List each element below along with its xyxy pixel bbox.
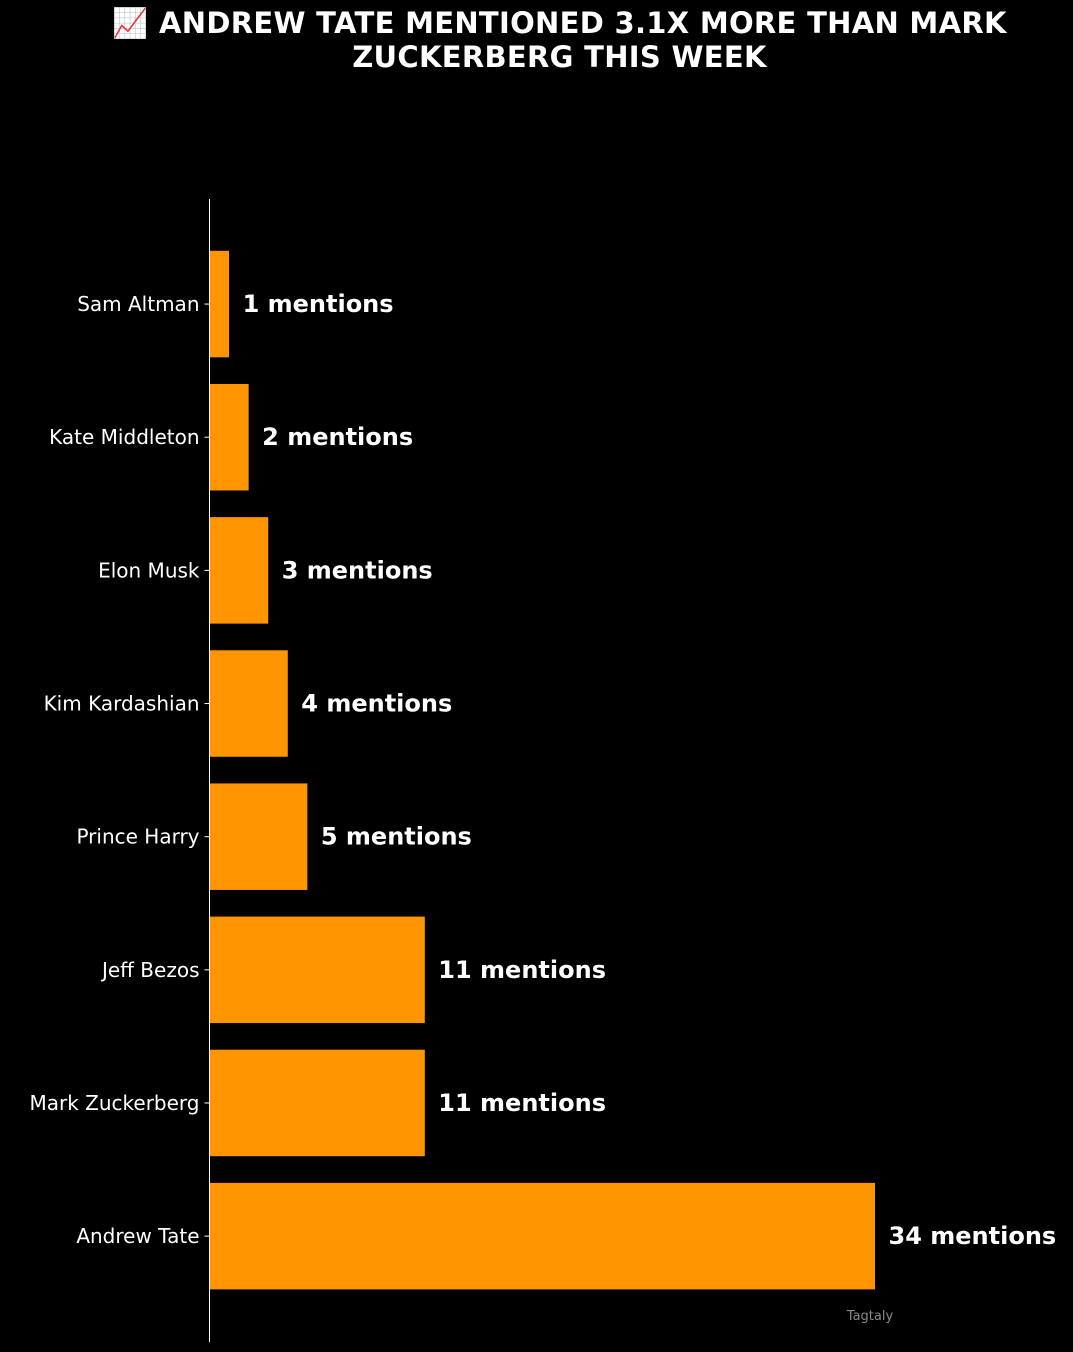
category-label: Andrew Tate [76,1224,199,1248]
category-label: Prince Harry [76,825,199,849]
category-label: Jeff Bezos [100,958,200,982]
value-label: 11 mentions [438,956,606,984]
value-label: 3 mentions [282,556,433,584]
bar-4 [209,783,308,890]
bar-0 [209,250,230,358]
category-label: Sam Altman [77,292,199,316]
value-label: 2 mentions [262,423,413,451]
bar-7 [209,1182,875,1290]
value-label: 34 mentions [889,1222,1057,1250]
bar-1 [209,383,249,491]
bar-5 [209,916,425,1024]
category-label: Kate Middleton [49,425,199,449]
bar-3 [209,650,288,757]
category-label: Kim Kardashian [44,692,200,716]
value-label: 1 mentions [243,290,394,318]
watermark-text: Tagtaly [846,1309,894,1324]
bar-6 [209,1049,425,1157]
bar-2 [209,517,269,624]
chart-title: 📈 ANDREW TATE MENTIONED 3.1X MORE THAN M… [112,6,1007,74]
value-label: 5 mentions [321,823,472,851]
value-label: 11 mentions [438,1089,606,1117]
bars-layer [209,250,875,1290]
category-label: Elon Musk [98,558,200,582]
category-label: Mark Zuckerberg [29,1091,199,1115]
value-label: 4 mentions [301,690,452,718]
labels-layer: Sam Altman 1 mentions Kate Middleton 2 ment… [29,290,1056,1250]
